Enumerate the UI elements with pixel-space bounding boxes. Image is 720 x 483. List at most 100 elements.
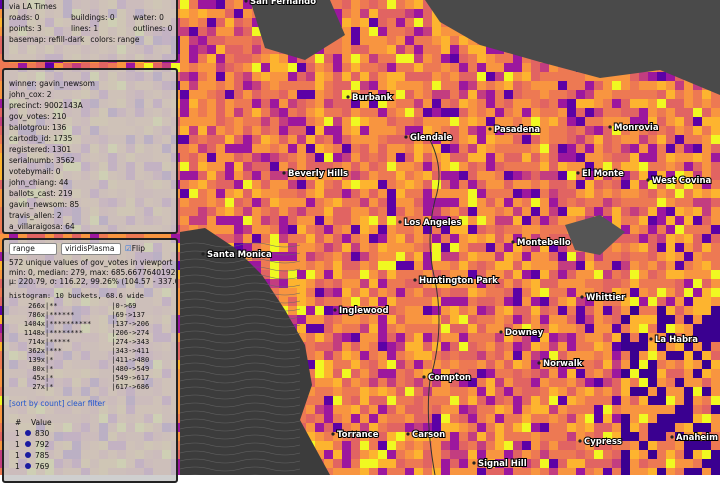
precinct: [684, 126, 693, 135]
precinct: [144, 63, 153, 72]
park: [565, 215, 625, 255]
precinct: [585, 207, 594, 216]
precinct: [594, 360, 603, 369]
sort-link[interactable]: [sort by count]: [9, 399, 65, 408]
precinct: [594, 144, 603, 153]
precinct: [612, 459, 621, 468]
precinct: [225, 54, 234, 63]
precinct: [693, 369, 702, 378]
clear-link[interactable]: clear filter: [66, 399, 106, 408]
precinct: [414, 216, 423, 225]
palette-select[interactable]: viridisPlasma: [61, 243, 121, 255]
ocean: [180, 228, 330, 475]
precinct: [324, 459, 333, 468]
precinct: [522, 468, 531, 475]
precinct: [360, 153, 369, 162]
precinct: [648, 378, 657, 387]
precinct: [666, 234, 675, 243]
precinct: [405, 108, 414, 117]
precinct: [225, 198, 234, 207]
precinct: [567, 261, 576, 270]
precinct: [288, 207, 297, 216]
precinct: [648, 162, 657, 171]
precinct: [693, 153, 702, 162]
precinct: [612, 414, 621, 423]
precinct: [423, 90, 432, 99]
bucket-bar: *: [49, 374, 54, 382]
precinct: [630, 324, 639, 333]
precinct: [405, 396, 414, 405]
city-label: La Habra: [655, 335, 698, 345]
precinct: [360, 315, 369, 324]
status-item: lines: 1: [71, 24, 99, 33]
precinct: [423, 387, 432, 396]
precinct: [504, 315, 513, 324]
precinct: [315, 216, 324, 225]
flip-checkbox[interactable]: ☑: [125, 244, 132, 253]
precinct: [351, 432, 360, 441]
precinct: [270, 216, 279, 225]
precinct: [513, 306, 522, 315]
precinct: [342, 126, 351, 135]
precinct: [504, 243, 513, 252]
precinct: [432, 315, 441, 324]
precinct: [423, 36, 432, 45]
precinct: [684, 450, 693, 459]
precinct: [369, 171, 378, 180]
precinct: [423, 63, 432, 72]
precinct: [450, 54, 459, 63]
precinct: [504, 216, 513, 225]
precinct: [459, 135, 468, 144]
precinct: [279, 270, 288, 279]
precinct: [405, 324, 414, 333]
precinct: [297, 324, 306, 333]
precinct: [423, 180, 432, 189]
bucket-range: 137->206: [115, 320, 150, 328]
precinct: [396, 261, 405, 270]
precinct: [441, 333, 450, 342]
precinct: [189, 72, 198, 81]
mode-select[interactable]: range: [9, 243, 57, 255]
precinct: [9, 63, 18, 72]
precinct: [693, 297, 702, 306]
precinct: [450, 252, 459, 261]
precinct: [360, 369, 369, 378]
precinct: [306, 234, 315, 243]
precinct: [369, 414, 378, 423]
precinct: [333, 54, 342, 63]
precinct: [657, 450, 666, 459]
precinct: [351, 153, 360, 162]
precinct: [630, 90, 639, 99]
precinct: [450, 396, 459, 405]
precinct: [333, 342, 342, 351]
precinct: [531, 63, 540, 72]
precinct: [576, 414, 585, 423]
precinct: [261, 135, 270, 144]
precinct: [342, 72, 351, 81]
ocean-wave: [179, 442, 301, 448]
precinct: [504, 81, 513, 90]
precinct: [324, 288, 333, 297]
precinct: [441, 432, 450, 441]
precinct: [468, 369, 477, 378]
precinct: [684, 117, 693, 126]
precinct: [468, 225, 477, 234]
precinct: [486, 117, 495, 126]
precinct: [675, 81, 684, 90]
precinct: [450, 72, 459, 81]
precinct: [324, 315, 333, 324]
precinct: [306, 279, 315, 288]
precinct: [315, 369, 324, 378]
precinct: [333, 117, 342, 126]
precinct: [594, 252, 603, 261]
precinct: [594, 279, 603, 288]
precinct: [504, 468, 513, 475]
precinct: [405, 36, 414, 45]
precinct: [423, 414, 432, 423]
precinct: [522, 144, 531, 153]
precinct: [576, 81, 585, 90]
precinct: [477, 297, 486, 306]
precinct: [324, 297, 333, 306]
precinct: [567, 117, 576, 126]
precinct: [657, 135, 666, 144]
